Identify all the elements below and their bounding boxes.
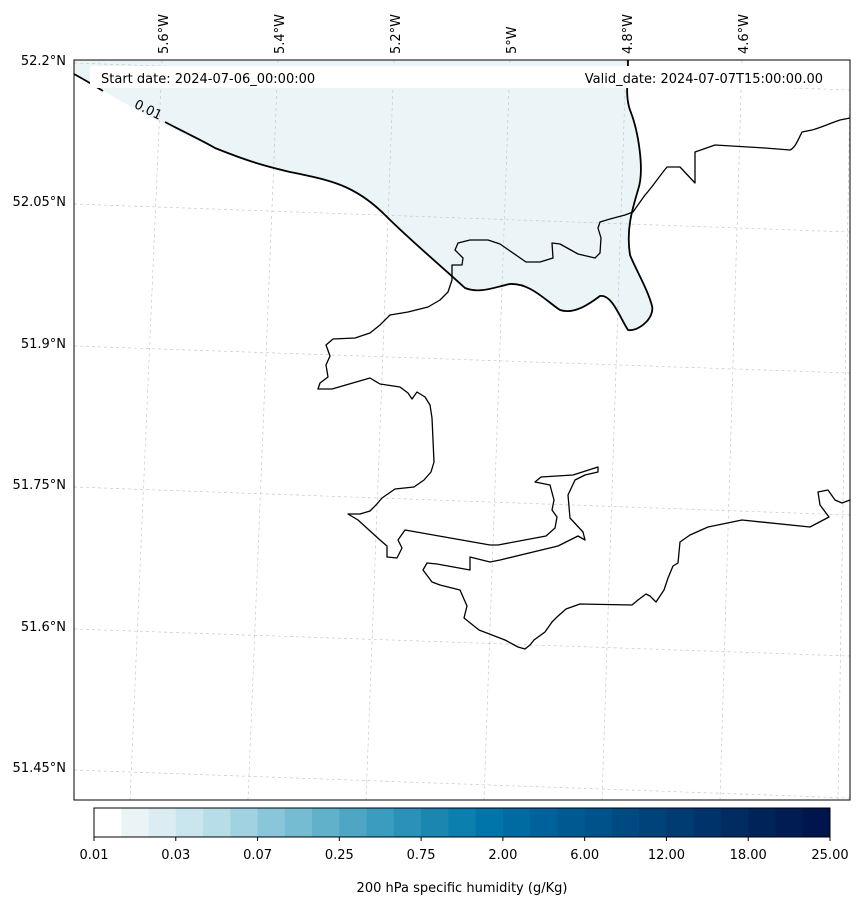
lat-label: 51.9°N: [21, 337, 66, 352]
colorbar-segment: [611, 808, 640, 837]
colorbar-tick-label: 0.03: [161, 848, 190, 863]
colorbar-segment: [666, 808, 695, 837]
lat-label: 52.2°N: [21, 54, 66, 69]
colorbar-tick-label: 0.07: [243, 848, 272, 863]
colorbar-segment: [284, 808, 313, 837]
colorbar-segment: [693, 808, 722, 837]
coastline-north: [317, 117, 851, 650]
valid-date-label: Valid_date: 2024-07-07T15:00:00.00: [585, 72, 823, 87]
graticule: [73, 59, 851, 801]
longitude-labels: 5.6°W 5.4°W 5.2°W 5°W 4.8°W 4.6°W: [157, 14, 752, 54]
colorbar-tick-label: 12.00: [648, 848, 685, 863]
colorbar-segment: [748, 808, 776, 837]
lon-label: 5°W: [505, 26, 520, 54]
colorbar-segment: [720, 808, 749, 837]
colorbar-tick-label: 18.00: [730, 848, 767, 863]
colorbar-segment: [121, 808, 150, 837]
colorbar-segment: [448, 808, 477, 837]
colorbar-segment: [393, 808, 422, 837]
lon-label: 5.4°W: [273, 14, 288, 54]
colorbar-tick-label: 6.00: [570, 848, 599, 863]
colorbar-segment: [639, 808, 667, 837]
colorbar-segment: [502, 808, 531, 837]
colorbar-segment: [203, 808, 231, 837]
colorbar-segment: [230, 808, 259, 837]
lon-label: 4.6°W: [737, 14, 752, 54]
meridian-line: [837, 89, 851, 801]
colorbar-segment: [775, 808, 804, 837]
start-date-label: Start date: 2024-07-06_00:00:00: [101, 72, 315, 87]
colorbar-tick-label: 25.00: [811, 848, 848, 863]
colorbar-tick-label: 0.75: [407, 848, 436, 863]
lon-label: 5.6°W: [157, 14, 172, 54]
humidity-contour-line: [73, 73, 104, 92]
colorbar-tick-label: 2.00: [488, 848, 517, 863]
latitude-labels: 52.2°N 52.05°N 51.9°N 51.75°N 51.6°N 51.…: [13, 54, 66, 776]
colorbar-segment: [421, 808, 449, 837]
colorbar-segment: [175, 808, 204, 837]
colorbar-segment: [802, 808, 831, 837]
colorbar-segment: [475, 808, 504, 837]
colorbar-segment: [530, 808, 558, 837]
colorbar-segment: [94, 808, 122, 837]
colorbar-segment: [257, 808, 286, 837]
colorbar-segment: [312, 808, 340, 837]
colorbar-tick-label: 0.01: [80, 848, 109, 863]
colorbar-label: 200 hPa specific humidity (g/Kg): [357, 881, 568, 896]
info-strip: [90, 66, 825, 88]
lat-label: 52.05°N: [13, 195, 66, 210]
lat-label: 51.75°N: [13, 478, 66, 493]
map-frame: [73, 59, 851, 801]
colorbar-segment: [366, 808, 395, 837]
colorbar: [94, 808, 831, 837]
colorbar-frame: [93, 807, 831, 838]
lat-label: 51.45°N: [13, 761, 66, 776]
colorbar-segment: [584, 808, 613, 837]
colorbar-segment: [148, 808, 177, 837]
lat-label: 51.6°N: [21, 620, 66, 635]
humidity-contour-line: [164, 59, 654, 331]
colorbar-segment: [339, 808, 368, 837]
colorbar-segment: [557, 808, 586, 837]
colorbar-ticks: 0.01 0.03 0.07 0.25 0.75 2.00 6.00 12.00 18.00 25…: [80, 837, 849, 863]
coastlines: [317, 117, 851, 650]
lon-label: 5.2°W: [389, 14, 404, 54]
lon-label: 4.8°W: [621, 14, 636, 54]
colorbar-tick-label: 0.25: [325, 848, 354, 863]
